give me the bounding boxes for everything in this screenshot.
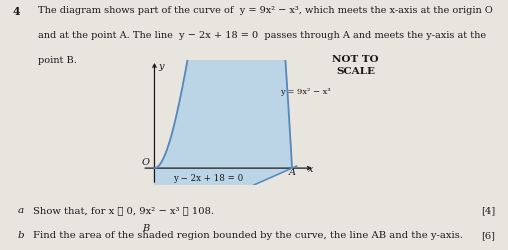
Text: y − 2x + 18 = 0: y − 2x + 18 = 0 [173, 174, 243, 183]
Text: NOT TO
SCALE: NOT TO SCALE [332, 55, 379, 76]
Text: Find the area of the shaded region bounded by the curve, the line AB and the y-a: Find the area of the shaded region bound… [33, 231, 463, 240]
Text: [4]: [4] [481, 206, 495, 215]
Text: A: A [289, 168, 296, 177]
Text: and at the point A. The line  y − 2x + 18 = 0  passes through A and meets the y-: and at the point A. The line y − 2x + 18… [38, 31, 486, 40]
Text: point B.: point B. [38, 56, 77, 65]
Text: b: b [18, 231, 24, 240]
Text: [6]: [6] [481, 231, 495, 240]
Text: O: O [142, 158, 150, 168]
Text: a: a [18, 206, 24, 215]
Text: B: B [143, 224, 150, 234]
Text: y: y [158, 62, 164, 71]
Text: Show that, for x ⩾ 0, 9x² − x³ ⩼ 108.: Show that, for x ⩾ 0, 9x² − x³ ⩼ 108. [33, 206, 214, 215]
Text: x: x [308, 165, 313, 174]
Text: The diagram shows part of the curve of  y = 9x² − x³, which meets the x-axis at : The diagram shows part of the curve of y… [38, 6, 493, 15]
Text: y = 9x² − x³: y = 9x² − x³ [280, 88, 330, 96]
Text: 4: 4 [13, 6, 20, 17]
